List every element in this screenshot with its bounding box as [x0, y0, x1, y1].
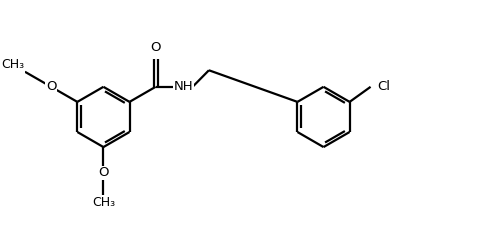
Text: CH₃: CH₃	[92, 197, 115, 209]
Text: CH₃: CH₃	[1, 58, 24, 71]
Text: Cl: Cl	[377, 80, 391, 93]
Text: NH: NH	[173, 80, 193, 93]
Text: O: O	[98, 166, 109, 179]
Text: O: O	[46, 80, 56, 93]
Text: O: O	[150, 41, 161, 54]
